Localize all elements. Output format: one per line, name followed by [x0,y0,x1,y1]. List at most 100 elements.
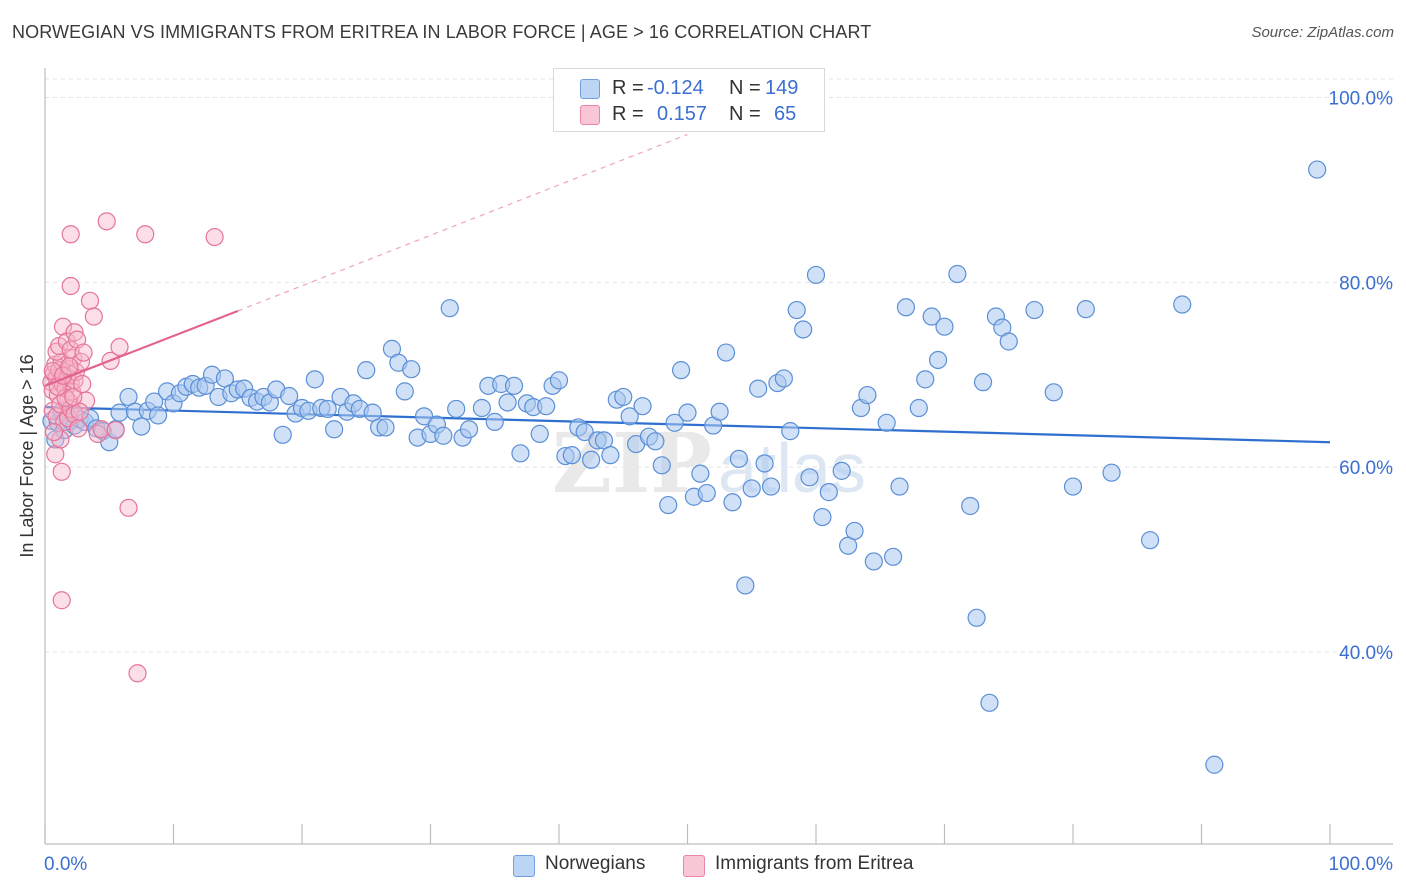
data-point-norwegians [459,420,479,439]
data-point-norwegians [729,449,749,468]
data-point-eritrea [53,317,73,336]
y-tick-label: 40.0% [1339,643,1393,664]
data-point-norwegians [132,417,151,436]
label-layer: 40.0% 60.0% 80.0% 100.0% 0.0% 100.0% In Labor … [17,89,1393,876]
legend-swatch-blue [513,855,535,877]
legend-r-label: R = [612,103,644,125]
data-point-eritrea [74,343,93,362]
data-point-norwegians [742,479,761,498]
data-point-norwegians [646,432,665,451]
data-point-norwegians [916,370,935,389]
y-tick-label: 100.0% [1329,89,1394,110]
data-point-norwegians [935,317,954,336]
data-point-norwegians [1173,295,1192,314]
data-point-eritrea [44,422,64,442]
data-point-eritrea [97,212,116,231]
legend-n-value: 149 [765,77,799,99]
data-point-norwegians [800,468,819,487]
y-tick-label: 80.0% [1339,273,1393,294]
data-point-norwegians [749,379,768,398]
data-point-norwegians [601,446,620,465]
data-point-norwegians [1102,463,1121,482]
data-point-norwegians [999,332,1018,351]
data-point-norwegians [357,361,376,380]
correlation-legend: R = -0.124 N = 149 R = 0.157 N = 65 [553,68,825,132]
data-point-norwegians [659,495,678,515]
data-point-norwegians [318,399,337,419]
data-point-norwegians [813,507,832,527]
data-point-norwegians [395,382,414,401]
data-point-eritrea [136,225,155,244]
data-point-norwegians [858,385,877,405]
data-point-norwegians [678,403,697,422]
legend-row-eritrea: R = 0.157 N = 65 [554,101,824,127]
data-point-eritrea [128,664,147,683]
legend-r-value: 0.157 [657,103,708,125]
data-point-norwegians [280,386,299,406]
data-point-norwegians [472,398,491,418]
data-point-norwegians [620,407,639,426]
data-point-norwegians [440,299,459,318]
data-point-norwegians [305,370,324,389]
trend-line-norwegians [44,405,1331,444]
data-point-eritrea [52,462,71,481]
data-point-norwegians [710,402,729,421]
data-point-norwegians [148,406,168,425]
data-point-norwegians [434,426,453,445]
data-point-norwegians [633,397,652,416]
data-point-norwegians [376,418,395,437]
data-point-norwegians [806,265,826,285]
data-point-norwegians [896,298,916,317]
data-point-norwegians [511,444,530,463]
data-point-eritrea [110,337,129,357]
data-point-norwegians [755,454,774,473]
data-point-norwegians [845,521,864,541]
data-point-norwegians [723,493,742,512]
data-point-norwegians [1044,383,1063,402]
data-point-eritrea [106,421,125,440]
data-point-norwegians [787,300,806,320]
data-point-norwegians [1063,477,1083,496]
data-point-eritrea [73,374,92,394]
data-point-norwegians [877,413,896,432]
data-point-norwegians [864,552,883,571]
chart-title: NORWEGIAN VS IMMIGRANTS FROM ERITREA IN … [12,22,872,42]
trend-layer [44,133,1331,444]
legend-n-label: N = [729,103,761,125]
data-point-norwegians [1140,531,1160,550]
trend-extension-eritrea [237,133,688,312]
data-point-norwegians [948,264,967,284]
data-point-norwegians [909,398,928,418]
data-point-norwegians [819,483,838,502]
data-point-norwegians [961,496,980,516]
data-point-norwegians [736,576,755,595]
data-point-norwegians [774,369,793,388]
data-point-norwegians [447,399,466,419]
data-point-eritrea [84,307,103,326]
legend-swatch-blue [580,79,600,99]
data-point-norwegians [414,407,434,426]
data-point-norwegians [1025,300,1044,320]
data-point-eritrea [64,387,83,407]
data-point-norwegians [402,360,421,379]
data-point-eritrea [61,225,80,244]
data-point-norwegians [582,450,601,469]
data-point-norwegians [325,420,344,439]
data-point-norwegians [530,424,549,443]
data-point-norwegians [697,483,716,503]
data-point-norwegians [273,425,292,444]
data-point-norwegians [485,412,504,431]
data-point-norwegians [980,693,999,712]
data-point-norwegians [498,393,517,412]
data-point-norwegians [928,350,948,370]
data-point-norwegians [1308,160,1327,179]
data-point-eritrea [51,430,70,449]
data-point-eritrea [52,591,71,610]
data-point-norwegians [549,371,569,390]
legend-swatch-pink [683,855,705,877]
y-axis-title: In Labor Force | Age > 16 [17,354,37,557]
data-point-eritrea [61,276,80,296]
data-point-norwegians [922,307,941,326]
axis-layer [44,68,1393,845]
